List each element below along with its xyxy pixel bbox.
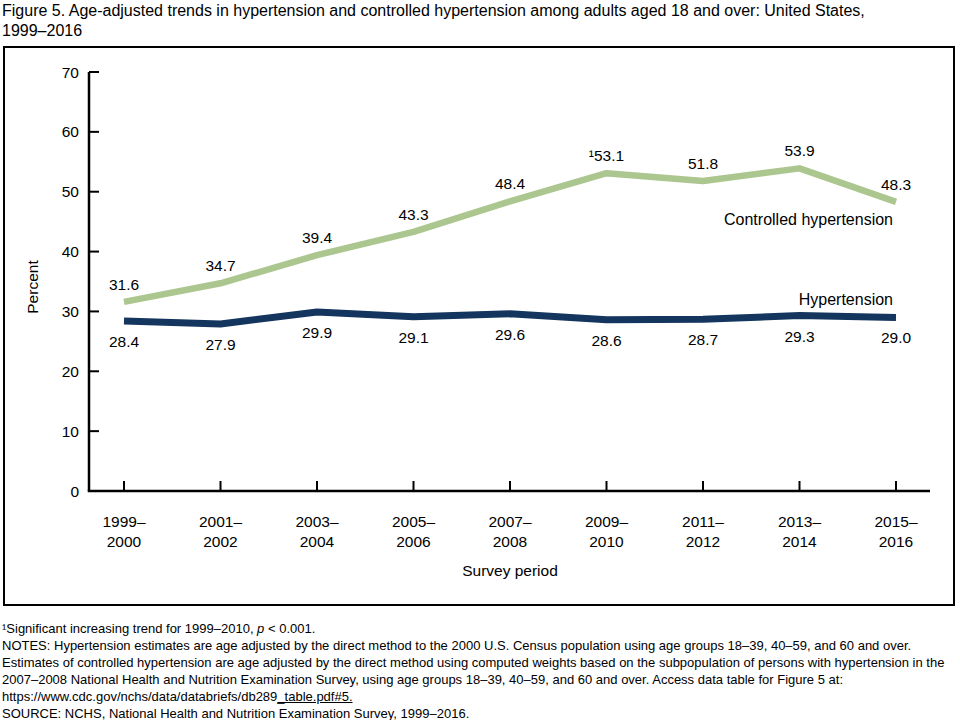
data-label: ¹53.1 xyxy=(589,147,624,164)
x-tick-label: 1999–2000 xyxy=(102,513,145,550)
x-tick-label: 2011–2012 xyxy=(682,513,724,550)
data-label: 27.9 xyxy=(205,336,235,353)
y-tick-label: 0 xyxy=(70,483,79,500)
x-tick-label: 2013–2014 xyxy=(778,513,821,550)
footnote-source: SOURCE: NCHS, National Health and Nutrit… xyxy=(2,705,958,720)
data-label: 48.3 xyxy=(881,176,911,193)
data-label: 28.6 xyxy=(591,332,621,349)
data-label: 43.3 xyxy=(398,206,428,223)
data-label: 29.6 xyxy=(495,326,525,343)
y-tick-label: 10 xyxy=(62,423,80,440)
x-axis-title: Survey period xyxy=(462,562,558,579)
footnote-significance: ¹Significant increasing trend for 1999–2… xyxy=(2,620,958,637)
x-tick-label: 2005–2006 xyxy=(392,513,435,550)
data-label: 39.4 xyxy=(302,229,333,246)
figure-page: Figure 5. Age-adjusted trends in hyperte… xyxy=(0,0,960,720)
data-label: 29.9 xyxy=(302,324,332,341)
data-table-link-main: https://www.cdc.gov/nchs/data/databriefs… xyxy=(2,689,277,704)
chart-frame: 0 10 20 30 40 50 60 70 1999–2000 2001–2002 2003–20… xyxy=(3,46,955,606)
series-line-hypertension xyxy=(124,312,896,324)
data-label: 28.7 xyxy=(688,331,718,348)
footnote-notes: NOTES: Hypertension estimates are age ad… xyxy=(2,637,958,705)
data-label: 48.4 xyxy=(495,175,526,192)
data-label: 28.4 xyxy=(109,333,140,350)
y-tick-label: 20 xyxy=(62,363,80,380)
y-tick-label: 50 xyxy=(62,183,80,200)
y-tick-label: 40 xyxy=(62,243,80,260)
x-tick-label: 2009–2010 xyxy=(585,513,628,550)
x-tick-label: 2007–2008 xyxy=(488,513,531,550)
x-tick-label: 2015–2016 xyxy=(874,513,917,550)
data-label: 29.1 xyxy=(398,329,428,346)
figure-title-line2: 1999–2016 xyxy=(2,22,82,39)
data-label: 34.7 xyxy=(205,257,235,274)
footnote-significance-text: ¹Significant increasing trend for 1999–2… xyxy=(2,621,257,636)
y-tick-label: 30 xyxy=(62,303,80,320)
x-tick-label: 2003–2004 xyxy=(295,513,338,550)
footnotes: ¹Significant increasing trend for 1999–2… xyxy=(2,620,958,720)
trend-line-chart: 0 10 20 30 40 50 60 70 1999–2000 2001–2002 2003–20… xyxy=(5,48,953,604)
data-table-link-tail: _table.pdf#5. xyxy=(277,689,352,704)
footnote-notes-text: NOTES: Hypertension estimates are age ad… xyxy=(2,638,944,687)
series-label-controlled-hypertension: Controlled hypertension xyxy=(724,211,893,228)
data-label: 31.6 xyxy=(109,276,139,293)
data-table-link[interactable]: https://www.cdc.gov/nchs/data/databriefs… xyxy=(2,689,353,704)
data-label: 53.9 xyxy=(784,142,814,159)
data-label: 51.8 xyxy=(688,155,718,172)
data-label: 29.0 xyxy=(881,329,912,346)
y-tick-label: 70 xyxy=(62,64,80,81)
footnote-significance-tail: < 0.001. xyxy=(264,621,315,636)
figure-title: Figure 5. Age-adjusted trends in hyperte… xyxy=(2,1,958,41)
data-label: 29.3 xyxy=(784,328,814,345)
x-tick-label: 2001–2002 xyxy=(199,513,242,550)
figure-title-line1: Figure 5. Age-adjusted trends in hyperte… xyxy=(2,2,865,19)
y-tick-label: 60 xyxy=(62,123,80,140)
y-axis-title: Percent xyxy=(24,260,41,314)
series-label-hypertension: Hypertension xyxy=(799,291,893,308)
